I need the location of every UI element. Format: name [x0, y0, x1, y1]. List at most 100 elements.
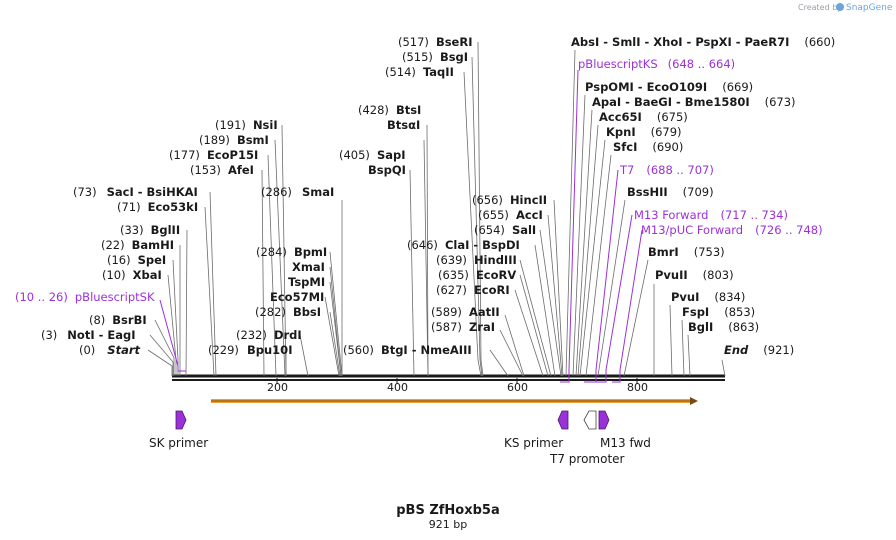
- leader-line: [267, 154, 277, 377]
- site-label[interactable]: BglI (863): [688, 320, 759, 334]
- sequence-feature-arrow[interactable]: [211, 397, 698, 405]
- ks-primer-glyph[interactable]: [557, 410, 569, 430]
- restriction-site-labels: (0) Start (3) NotI - EagI (8) BsrBI (10) Xba…: [15, 35, 835, 357]
- feature-arrowhead: [690, 397, 698, 405]
- site-label[interactable]: (22) BamHI: [101, 238, 174, 252]
- site-label[interactable]: (656) HincII: [472, 193, 547, 207]
- primer-name: T7: [619, 163, 634, 177]
- primer-site-label[interactable]: M13/pUC Forward (726 .. 748): [641, 223, 823, 237]
- site-position: (33): [120, 223, 144, 237]
- feature-label-sk-primer: SK primer: [149, 436, 208, 450]
- site-label[interactable]: (587) ZraI: [431, 320, 495, 334]
- site-name: AfeI: [228, 163, 254, 177]
- site-label[interactable]: End (921): [724, 343, 794, 357]
- primer-site-label[interactable]: M13 Forward (717 .. 734): [634, 208, 788, 222]
- site-label[interactable]: TspMI: [288, 275, 325, 289]
- site-label[interactable]: (655) AccI: [478, 208, 543, 222]
- site-label[interactable]: FspI (853): [682, 305, 755, 319]
- site-position: (428): [358, 103, 389, 117]
- site-label[interactable]: BtsαI: [387, 118, 420, 132]
- site-label[interactable]: BspQI: [368, 163, 406, 177]
- site-label[interactable]: (177) EcoP15I: [169, 148, 258, 162]
- site-label[interactable]: (191) NsiI: [215, 118, 278, 132]
- site-position: (284): [256, 245, 287, 259]
- site-position: (753): [694, 245, 725, 259]
- site-label[interactable]: Acc65I (675): [599, 110, 688, 124]
- site-label[interactable]: (428) BtsI: [358, 103, 421, 117]
- site-name: BtsI: [396, 103, 421, 117]
- site-label[interactable]: (8) BsrBI: [89, 313, 147, 327]
- site-label[interactable]: (189) BsmI: [199, 133, 269, 147]
- primer-site-label[interactable]: (10 .. 26) pBluescriptSK: [15, 290, 155, 304]
- site-label[interactable]: BmrI (753): [648, 245, 725, 259]
- site-label[interactable]: PvuII (803): [655, 268, 734, 282]
- site-position: (8): [89, 313, 105, 327]
- primer-range: (10 .. 26): [15, 290, 68, 304]
- site-name: TaqII: [423, 65, 454, 79]
- site-label[interactable]: (0) Start: [79, 343, 141, 357]
- site-label[interactable]: ApaI - BaeGI - Bme1580I (673): [592, 95, 796, 109]
- site-label[interactable]: (589) AatII: [431, 305, 500, 319]
- snapgene-logo[interactable]: SnapGene: [836, 3, 893, 13]
- site-name: SalI: [512, 223, 536, 237]
- site-label[interactable]: (73) SacI - BsiHKAI: [73, 185, 198, 199]
- site-position: (22): [101, 238, 125, 252]
- site-label[interactable]: (3) NotI - EagI: [41, 328, 136, 342]
- site-name: XmaI: [292, 260, 325, 274]
- leader-line: [149, 334, 174, 376]
- leader-line: [681, 319, 685, 377]
- site-label[interactable]: BssHII (709): [627, 185, 714, 199]
- site-label[interactable]: (514) TaqII: [385, 65, 454, 79]
- site-position: (405): [339, 148, 370, 162]
- site-label[interactable]: (405) SapI: [339, 148, 406, 162]
- site-name: EcoRI: [474, 283, 510, 297]
- leader-line: [463, 71, 482, 377]
- site-label[interactable]: (560) BtgI - NmeAIII: [343, 343, 472, 357]
- site-label[interactable]: SfcI (690): [613, 140, 683, 154]
- site-label[interactable]: (286) SmaI: [261, 185, 334, 199]
- site-label[interactable]: Bpu10I: [247, 343, 292, 357]
- site-label[interactable]: (515) BsgI: [402, 50, 468, 64]
- site-position: (690): [652, 140, 683, 154]
- primer-range: (648 .. 664): [668, 57, 736, 71]
- primer-leader-line: [159, 299, 186, 372]
- site-label[interactable]: (282) BbsI: [255, 305, 321, 319]
- site-name: SacI - BsiHKAI: [107, 185, 198, 199]
- site-label[interactable]: (33) BglII: [120, 223, 180, 237]
- site-position: (560): [343, 343, 374, 357]
- primer-site-label[interactable]: pBluescriptKS (648 .. 664): [578, 57, 735, 71]
- site-label[interactable]: (284) BpmI: [256, 245, 327, 259]
- site-label[interactable]: (232) DrdI: [236, 328, 302, 342]
- site-label[interactable]: (153) AfeI: [190, 163, 254, 177]
- site-label[interactable]: KpnI (679): [606, 125, 682, 139]
- site-label[interactable]: (229): [208, 343, 239, 357]
- site-label[interactable]: PvuI (834): [671, 290, 745, 304]
- m13-fwd-glyph[interactable]: [598, 410, 610, 430]
- sk-primer-glyph[interactable]: [175, 410, 187, 430]
- site-label[interactable]: (71) Eco53kI: [117, 200, 198, 214]
- site-label[interactable]: (517) BseRI: [398, 35, 472, 49]
- site-name: FspI: [682, 305, 709, 319]
- primer-site-label[interactable]: T7 (688 .. 707): [619, 163, 714, 177]
- site-label[interactable]: (635) EcoRV: [438, 268, 516, 282]
- site-label[interactable]: PspOMI - EcoO109I (669): [585, 80, 753, 94]
- site-label[interactable]: AbsI - SmlI - XhoI - PspXI - PaeR7I (660): [571, 35, 835, 49]
- site-position: (921): [763, 343, 794, 357]
- site-name: BglII: [151, 223, 181, 237]
- t7-promoter-glyph[interactable]: [583, 410, 597, 430]
- site-label[interactable]: Eco57MI: [270, 290, 324, 304]
- site-label[interactable]: (10) XbaI: [102, 268, 162, 282]
- site-label[interactable]: (654) SalI: [474, 223, 536, 237]
- site-label[interactable]: (646) ClaI - BspDI: [407, 238, 520, 252]
- site-label[interactable]: (16) SpeI: [107, 253, 166, 267]
- site-name: EcoRV: [476, 268, 516, 282]
- site-label[interactable]: (627) EcoRI: [436, 283, 510, 297]
- site-label[interactable]: (639) HindIII: [436, 253, 517, 267]
- leader-line: [281, 124, 287, 377]
- site-name: Bpu10I: [247, 343, 292, 357]
- site-name: BssHII: [627, 185, 668, 199]
- feature-label-ks-primer: KS primer: [504, 436, 563, 450]
- site-label[interactable]: XmaI: [292, 260, 325, 274]
- site-position: (16): [107, 253, 131, 267]
